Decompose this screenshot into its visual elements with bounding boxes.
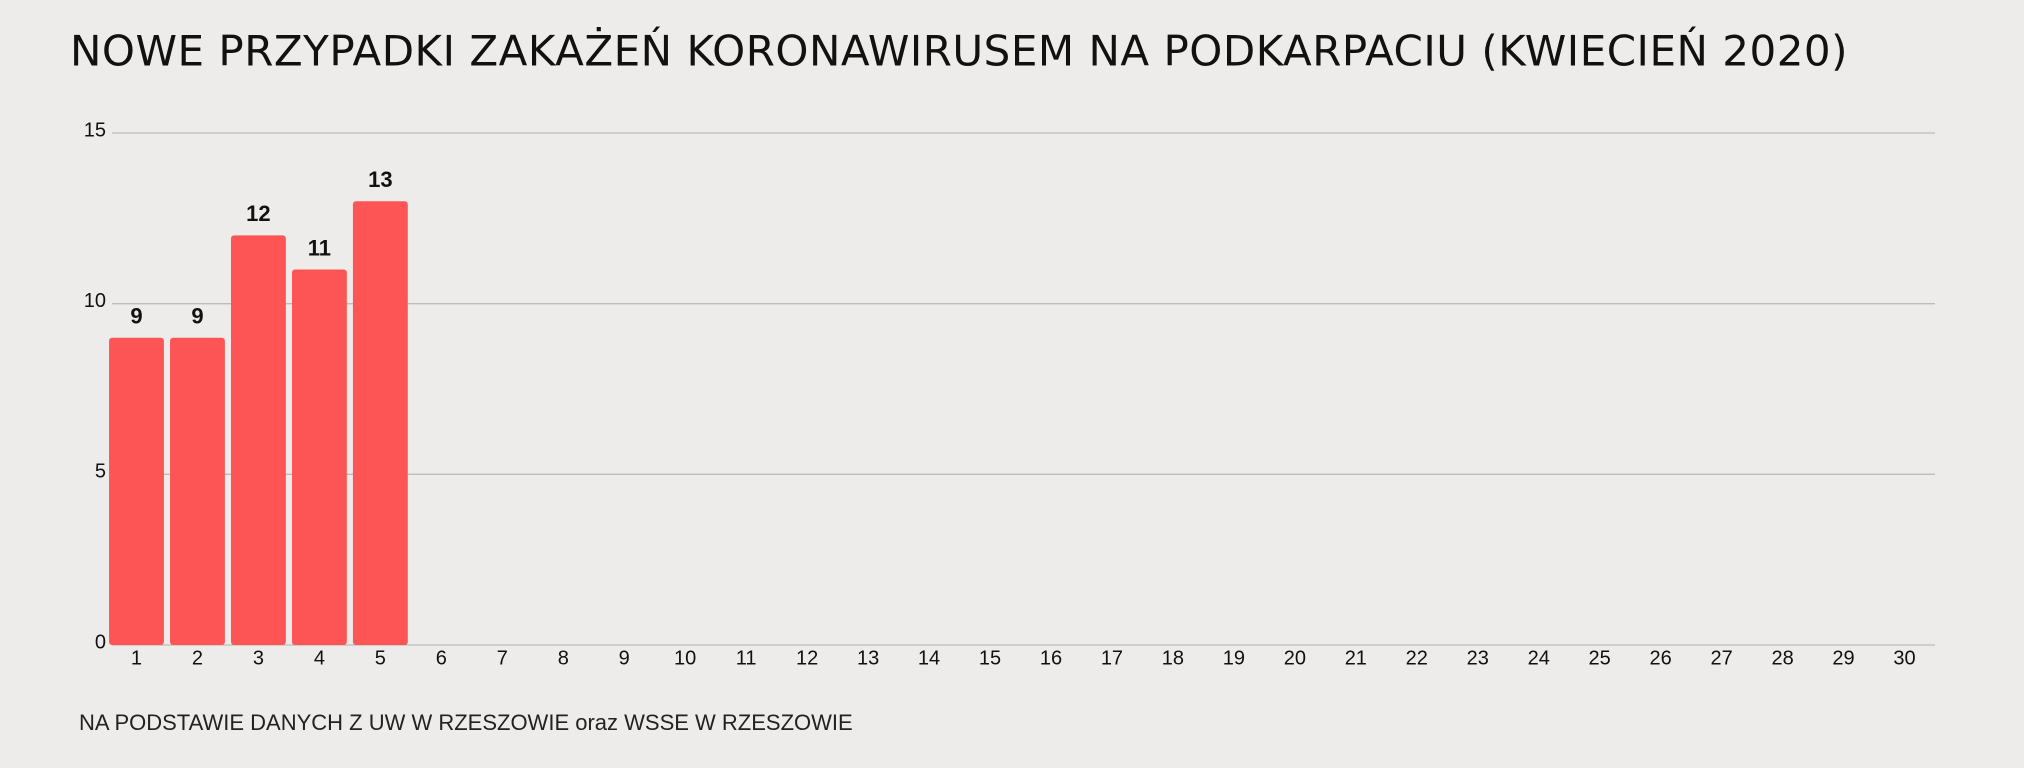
bar	[109, 337, 164, 645]
bar	[352, 201, 408, 645]
x-tick-label: 20	[1284, 647, 1306, 669]
x-tick-label: 15	[979, 647, 1001, 669]
x-tick-label: 19	[1223, 647, 1245, 669]
value-label: 13	[368, 167, 392, 192]
chart-title: NOWE PRZYPADKI ZAKAŻEŃ KORONAWIRUSEM NA …	[70, 26, 1848, 76]
bar	[291, 269, 347, 645]
x-tick-label: 22	[1406, 647, 1428, 669]
x-tick-label: 30	[1893, 647, 1915, 669]
y-tick-label: 10	[84, 290, 106, 312]
x-tick-label: 3	[253, 647, 264, 669]
y-tick-label: 5	[95, 461, 106, 483]
x-tick-label: 26	[1650, 647, 1672, 669]
x-tick-label: 11	[736, 647, 757, 669]
x-tick-label: 28	[1771, 647, 1793, 669]
x-tick-label: 14	[918, 647, 940, 669]
x-tick-label: 13	[857, 647, 879, 669]
x-tick-label: 27	[1710, 647, 1732, 669]
value-label: 11	[308, 235, 331, 260]
x-tick-label: 21	[1345, 647, 1367, 669]
x-tick-label: 10	[674, 647, 696, 669]
x-tick-label: 9	[619, 647, 630, 669]
x-tick-label: 18	[1162, 647, 1184, 669]
x-tick-label: 5	[375, 647, 386, 669]
source-note: NA PODSTAWIE DANYCH Z UW W RZESZOWIE ora…	[79, 710, 853, 735]
value-label: 9	[191, 304, 203, 329]
x-tick-label: 24	[1528, 647, 1550, 669]
x-tick-label: 7	[497, 647, 508, 669]
x-tick-label: 16	[1040, 647, 1062, 669]
bar	[230, 235, 286, 645]
x-tick-label: 17	[1101, 647, 1123, 669]
value-label: 9	[130, 304, 142, 329]
bar	[170, 337, 225, 645]
y-tick-label: 0	[95, 631, 106, 653]
x-tick-label: 6	[436, 647, 447, 669]
x-tick-label: 25	[1589, 647, 1611, 669]
x-tick-label: 29	[1832, 647, 1854, 669]
x-tick-label: 2	[192, 647, 203, 669]
x-tick-label: 4	[314, 647, 325, 669]
x-tick-label: 23	[1467, 647, 1489, 669]
value-label: 12	[246, 201, 270, 226]
y-tick-label: 15	[84, 119, 106, 141]
x-tick-label: 12	[796, 647, 818, 669]
x-tick-label: 8	[558, 647, 569, 669]
x-tick-label: 1	[131, 647, 142, 669]
